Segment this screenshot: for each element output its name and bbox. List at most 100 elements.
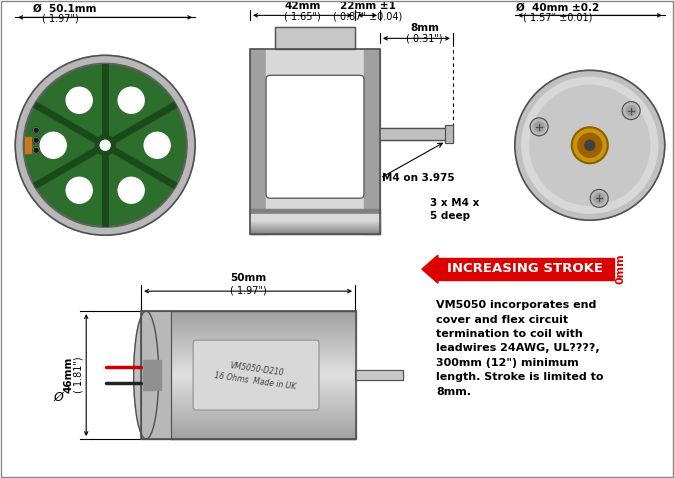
Bar — [445, 125, 453, 143]
Circle shape — [515, 70, 665, 220]
Bar — [436, 258, 614, 280]
Circle shape — [33, 137, 39, 143]
Bar — [171, 334, 356, 335]
Bar — [171, 359, 356, 360]
Bar — [171, 412, 356, 413]
Circle shape — [23, 63, 187, 227]
Text: 0mm: 0mm — [616, 254, 625, 284]
Bar — [171, 431, 356, 432]
Bar — [171, 368, 356, 369]
Text: ( 0.31"): ( 0.31") — [406, 33, 443, 43]
Bar — [250, 214, 380, 215]
Bar — [171, 360, 356, 361]
Ellipse shape — [133, 311, 158, 439]
Circle shape — [16, 55, 195, 235]
Text: Ø: Ø — [53, 391, 63, 403]
Bar — [364, 49, 380, 234]
Bar — [171, 395, 356, 396]
Bar — [171, 323, 356, 324]
Circle shape — [622, 102, 640, 120]
Text: 22mm ±1: 22mm ±1 — [340, 1, 396, 11]
Bar — [171, 433, 356, 434]
Bar — [171, 349, 356, 350]
Bar — [171, 379, 356, 380]
Bar — [171, 329, 356, 330]
Bar — [171, 322, 356, 323]
Bar — [250, 49, 380, 234]
Circle shape — [40, 132, 66, 158]
Bar — [171, 324, 356, 325]
Circle shape — [25, 65, 185, 225]
Bar — [171, 419, 356, 420]
Bar — [171, 328, 356, 329]
Bar — [250, 232, 380, 233]
Bar — [171, 373, 356, 374]
Circle shape — [530, 85, 650, 205]
Bar — [171, 355, 356, 356]
Bar — [171, 315, 356, 316]
Bar — [171, 423, 356, 424]
Bar — [171, 430, 356, 431]
Bar — [171, 320, 356, 321]
Bar — [171, 376, 356, 377]
Bar — [171, 351, 356, 352]
Bar — [250, 223, 380, 224]
Bar — [171, 374, 356, 375]
Bar — [171, 386, 356, 387]
Circle shape — [95, 135, 115, 155]
Text: ( 1.97"): ( 1.97") — [42, 13, 79, 23]
Bar — [171, 336, 356, 337]
Circle shape — [578, 133, 602, 157]
Circle shape — [118, 87, 144, 113]
Bar — [171, 417, 356, 418]
Bar — [171, 385, 356, 386]
Bar — [171, 343, 356, 344]
Bar — [171, 312, 356, 313]
Bar — [171, 375, 356, 376]
Bar — [171, 361, 356, 362]
Bar — [171, 434, 356, 435]
Bar — [171, 424, 356, 425]
Bar — [141, 311, 356, 439]
Bar — [171, 314, 356, 315]
Bar — [171, 400, 356, 401]
Circle shape — [530, 118, 548, 136]
Text: 8mm: 8mm — [410, 23, 439, 33]
Bar — [171, 382, 356, 383]
Bar — [171, 345, 356, 346]
Circle shape — [594, 194, 604, 204]
Bar — [171, 313, 356, 314]
Bar — [171, 427, 356, 428]
Bar — [171, 392, 356, 393]
Bar — [171, 366, 356, 367]
Bar — [171, 404, 356, 405]
Bar — [171, 378, 356, 379]
Bar — [171, 325, 356, 326]
Bar — [171, 403, 356, 404]
Bar — [171, 414, 356, 415]
Bar — [25, 137, 31, 153]
Bar — [171, 399, 356, 400]
Circle shape — [118, 177, 144, 203]
Bar — [250, 209, 380, 234]
Bar — [250, 220, 380, 221]
Bar — [171, 408, 356, 409]
Bar — [171, 370, 356, 371]
Circle shape — [534, 122, 544, 132]
Bar — [171, 319, 356, 320]
Bar — [171, 407, 356, 408]
Bar — [171, 348, 356, 349]
Circle shape — [626, 106, 636, 116]
Bar — [171, 429, 356, 430]
Bar — [171, 367, 356, 368]
Text: 46mm: 46mm — [63, 357, 73, 393]
Text: 42mm: 42mm — [284, 1, 321, 11]
Text: 3 x M4 x
5 deep: 3 x M4 x 5 deep — [430, 198, 479, 221]
Circle shape — [522, 77, 658, 213]
Bar — [171, 344, 356, 345]
Bar — [171, 411, 356, 412]
Bar — [171, 389, 356, 390]
Bar — [250, 229, 380, 230]
Polygon shape — [422, 255, 438, 283]
Bar — [355, 370, 403, 380]
